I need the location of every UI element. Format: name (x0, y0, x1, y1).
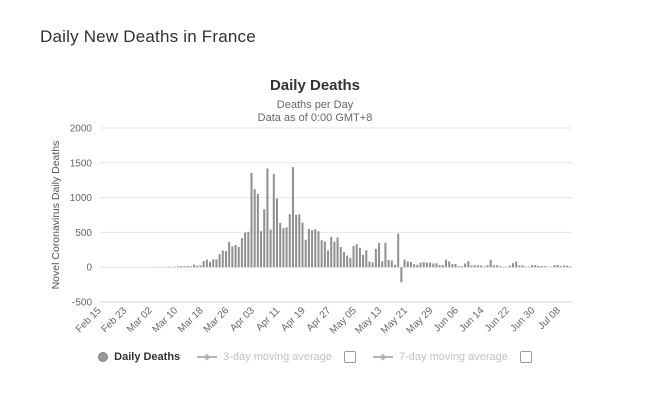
svg-text:Apr 19: Apr 19 (279, 305, 308, 334)
checkbox-7day-avg[interactable] (519, 351, 532, 363)
svg-text:500: 500 (75, 228, 92, 239)
chart-subtitle-line2: Data as of 0:00 GMT+8 (257, 112, 373, 124)
daily-deaths-bars[interactable] (100, 167, 572, 283)
chart-subtitle-line1: Deaths per Day (276, 99, 354, 111)
chart-title: Daily Deaths (269, 77, 361, 94)
svg-text:Feb 15: Feb 15 (74, 305, 104, 335)
y-axis-tick-labels: 2000 1500 1000 500 0 -500 (70, 124, 93, 309)
line-diamond-marker-icon (373, 353, 394, 361)
legend-label-3day-avg: 3-day moving average (223, 351, 333, 363)
svg-text:Jun 22: Jun 22 (483, 305, 512, 334)
svg-text:Jun 06: Jun 06 (432, 305, 461, 334)
svg-text:Mar 26: Mar 26 (202, 305, 232, 335)
svg-text:Mar 18: Mar 18 (176, 305, 206, 335)
svg-text:Mar 02: Mar 02 (125, 305, 155, 335)
svg-text:0: 0 (86, 263, 92, 274)
legend-label-7day-avg: 7-day moving average (399, 351, 508, 363)
svg-text:-500: -500 (72, 298, 92, 309)
svg-text:May 13: May 13 (353, 305, 384, 336)
legend-item-7day-avg[interactable]: 7-day moving average (373, 351, 532, 363)
svg-text:May 05: May 05 (328, 305, 359, 336)
svg-text:Apr 03: Apr 03 (228, 305, 257, 334)
checkbox-3day-avg[interactable] (344, 351, 357, 363)
svg-text:Feb 23: Feb 23 (99, 305, 129, 335)
chart-legend: Daily Deaths 3-day moving average 7-day … (45, 349, 585, 365)
page-title: Daily New Deaths in France (40, 27, 256, 46)
daily-deaths-marker-icon (98, 352, 109, 362)
svg-text:May 21: May 21 (379, 305, 410, 336)
svg-text:Apr 11: Apr 11 (254, 305, 282, 333)
legend-label-daily-deaths: Daily Deaths (114, 351, 181, 363)
legend-item-daily-deaths[interactable]: Daily Deaths (98, 351, 180, 363)
gridlines (100, 127, 572, 303)
svg-text:May 29: May 29 (404, 305, 435, 336)
legend-item-3day-avg[interactable]: 3-day moving average (197, 351, 357, 363)
svg-text:Jul 08: Jul 08 (536, 305, 563, 332)
line-diamond-marker-icon (197, 353, 218, 361)
svg-text:2000: 2000 (70, 124, 93, 135)
svg-text:1000: 1000 (70, 193, 93, 204)
svg-text:1500: 1500 (70, 158, 93, 169)
svg-text:Mar 10: Mar 10 (150, 305, 180, 335)
svg-text:Jun 14: Jun 14 (457, 305, 486, 334)
svg-text:Jun 30: Jun 30 (508, 305, 537, 334)
